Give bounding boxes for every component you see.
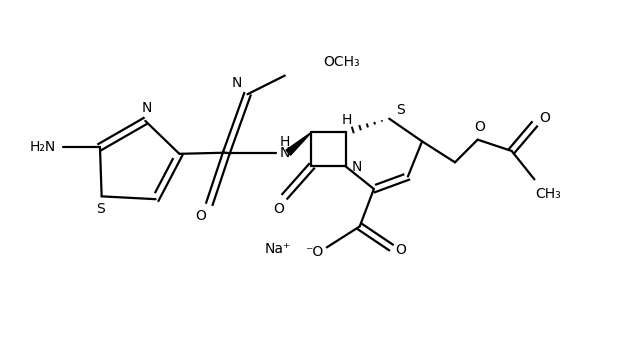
Text: N: N <box>351 160 362 174</box>
Text: O: O <box>474 120 485 134</box>
Text: OCH₃: OCH₃ <box>323 55 360 69</box>
Text: O: O <box>274 202 285 216</box>
Text: S: S <box>396 103 405 117</box>
Text: H: H <box>342 113 352 127</box>
Text: CH₃: CH₃ <box>536 186 561 201</box>
Polygon shape <box>286 132 312 155</box>
Text: H₂N: H₂N <box>30 140 56 154</box>
Text: O: O <box>195 209 206 223</box>
Text: ⁻O: ⁻O <box>305 245 323 259</box>
Text: N: N <box>280 146 290 160</box>
Text: H: H <box>280 136 290 149</box>
Text: O: O <box>396 243 406 257</box>
Text: O: O <box>539 110 550 125</box>
Text: –: – <box>335 124 342 139</box>
Text: N: N <box>232 76 243 90</box>
Text: S: S <box>96 202 105 216</box>
Text: Na⁺: Na⁺ <box>264 242 291 256</box>
Text: N: N <box>141 101 152 115</box>
